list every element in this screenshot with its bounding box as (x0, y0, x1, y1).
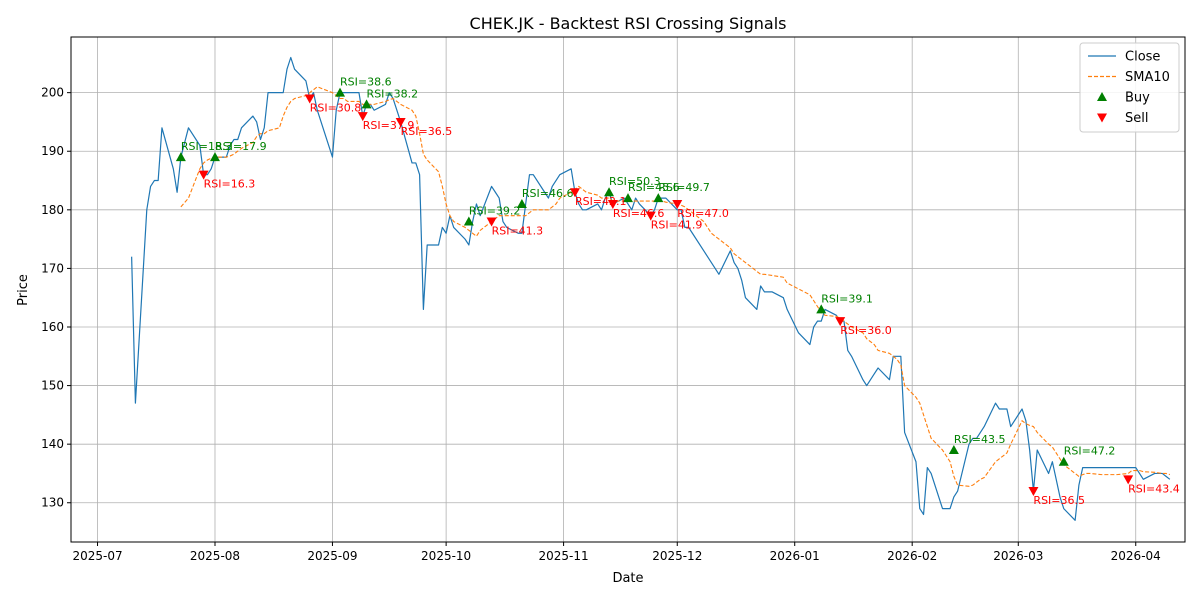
x-axis-label: Date (612, 571, 643, 586)
buy-marker (1058, 456, 1069, 466)
sell-marker (607, 199, 618, 209)
plot-frame (70, 36, 1186, 543)
legend-label: Close (1125, 50, 1160, 65)
sell-marker (645, 211, 656, 221)
y-tick-label: 160 (41, 320, 64, 334)
x-tick-label: 2026-04 (1111, 549, 1161, 563)
x-tick-label: 2025-11 (539, 549, 589, 563)
buy-marker (623, 193, 633, 203)
x-tick-label: 2026-01 (770, 549, 820, 563)
buy-marker (209, 152, 220, 162)
y-tick-label: 200 (41, 86, 64, 100)
sell-marker (569, 188, 580, 198)
buy-annotation: RSI=17.9 (215, 140, 267, 153)
buy-annotation: RSI=39.1 (821, 292, 873, 305)
y-tick-label: 190 (41, 144, 64, 158)
sell-marker (672, 199, 683, 209)
sell-annotation: RSI=36.0 (840, 324, 892, 337)
buy-annotation: RSI=43.5 (954, 433, 1006, 446)
buy-marker (335, 87, 346, 97)
sell-marker (198, 170, 209, 180)
sell-annotation: RSI=43.4 (1128, 482, 1180, 495)
x-tick-label: 2026-02 (887, 549, 937, 563)
y-tick-label: 180 (41, 203, 64, 217)
buy-annotation: RSI=45.6 (628, 181, 680, 194)
x-tick-label: 2025-08 (190, 549, 240, 563)
sell-annotation: RSI=30.8 (310, 102, 362, 115)
sell-annotation: RSI=41.9 (651, 219, 703, 232)
sell-annotation: RSI=47.0 (677, 207, 729, 220)
buy-annotation: RSI=47.2 (1064, 445, 1116, 458)
sell-annotation: RSI=36.5 (1033, 494, 1085, 507)
x-tick-label: 2026-03 (993, 549, 1043, 563)
buy-marker (816, 304, 827, 314)
buy-marker (516, 198, 527, 208)
buy-marker (653, 193, 664, 203)
x-tick-label: 2025-12 (652, 549, 702, 563)
x-tick-label: 2025-10 (421, 549, 471, 563)
sell-annotation: RSI=41.3 (492, 225, 544, 238)
x-axis-ticks: 2025-07 2025-08 2025-09 2025-10 2025-11 2025-… (72, 542, 1161, 563)
sell-marker (486, 217, 497, 227)
buy-annotation: RSI=38.6 (340, 76, 392, 89)
buy-marker (175, 152, 186, 162)
y-tick-label: 130 (41, 496, 64, 510)
buy-annotation: RSI=49.7 (658, 181, 710, 194)
sell-marker (395, 117, 406, 127)
y-tick-label: 170 (41, 261, 64, 275)
sell-marker (835, 317, 846, 327)
legend-label: Buy (1125, 91, 1150, 106)
legend-sell-swatch (1097, 113, 1107, 123)
chart-title: CHEK.JK - Backtest RSI Crossing Signals (470, 14, 787, 33)
sell-marker (304, 94, 315, 104)
buy-marker (463, 216, 474, 226)
sell-marker (1028, 487, 1039, 497)
sell-marker (1123, 475, 1134, 485)
buy-annotation: RSI=50.3 (609, 175, 661, 188)
legend-buy-swatch (1097, 92, 1107, 101)
buy-annotation: RSI=38.2 (367, 87, 419, 100)
y-axis-label: Price (16, 274, 31, 306)
legend-label: SMA10 (1125, 70, 1170, 85)
y-axis-ticks: 130 140 150 160 170 180 190 200 (41, 86, 71, 510)
buy-annotation: RSI=39.2 (469, 205, 521, 218)
sell-annotation: RSI=36.5 (401, 125, 453, 138)
legend-label: Sell (1125, 111, 1148, 126)
grid (71, 37, 1185, 542)
buy-annotation: RSI=46.6 (522, 187, 574, 200)
x-tick-label: 2025-09 (307, 549, 357, 563)
legend: Close SMA10 Buy Sell (1079, 42, 1180, 133)
y-tick-label: 140 (41, 437, 64, 451)
buy-marker (604, 187, 615, 197)
sell-annotation: RSI=16.3 (204, 178, 256, 191)
buy-marker (361, 99, 372, 109)
buy-marker (948, 445, 959, 455)
sell-marker (357, 112, 368, 122)
x-tick-label: 2025-07 (72, 549, 122, 563)
legend-box (1079, 42, 1180, 133)
y-tick-label: 150 (41, 379, 64, 393)
buy-annotation: RSI=18.3 (181, 140, 233, 153)
